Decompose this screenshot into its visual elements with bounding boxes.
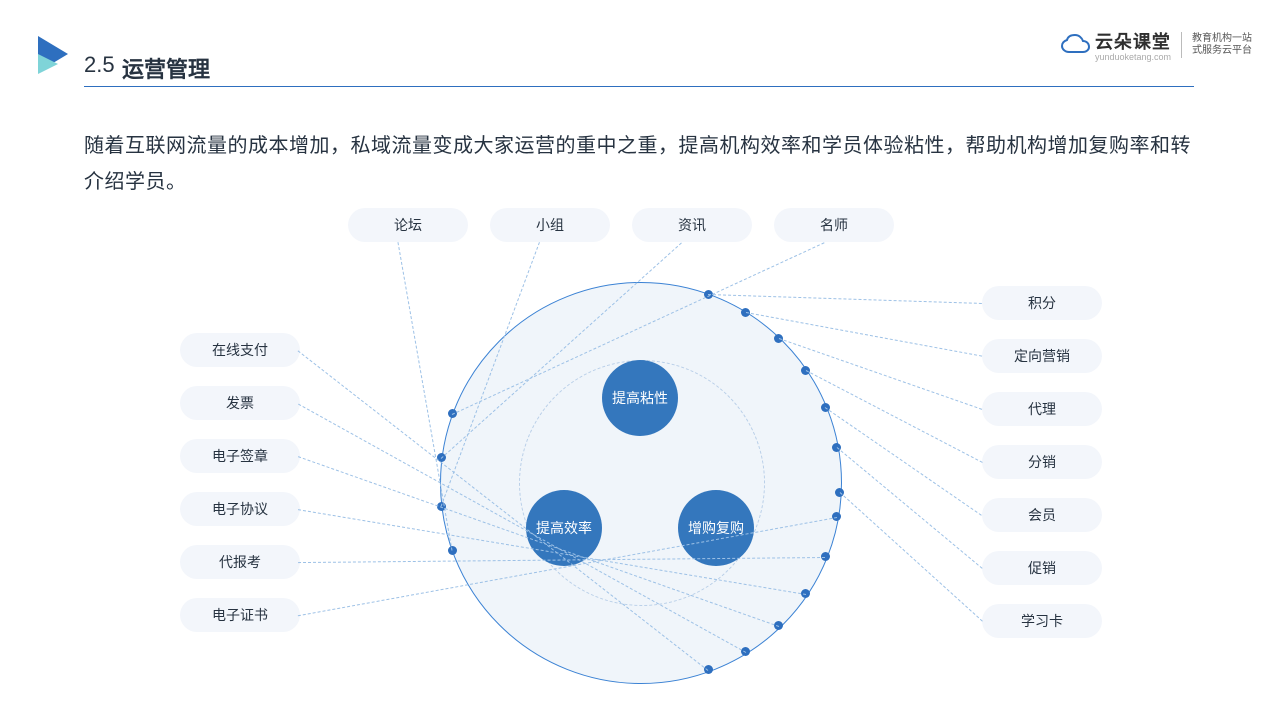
pill-促销: 促销 (982, 551, 1102, 585)
pill-小组: 小组 (490, 208, 610, 242)
pill-学习卡: 学习卡 (982, 604, 1102, 638)
pill-电子证书: 电子证书 (180, 598, 300, 632)
pill-分销: 分销 (982, 445, 1102, 479)
pill-会员: 会员 (982, 498, 1102, 532)
connector-line (708, 294, 982, 304)
pill-在线支付: 在线支付 (180, 333, 300, 367)
pill-电子签章: 电子签章 (180, 439, 300, 473)
connector-line (839, 493, 982, 622)
pill-发票: 发票 (180, 386, 300, 420)
pill-电子协议: 电子协议 (180, 492, 300, 526)
pill-资讯: 资讯 (632, 208, 752, 242)
hub-stickiness: 提高粘性 (602, 360, 678, 436)
pill-论坛: 论坛 (348, 208, 468, 242)
pill-代理: 代理 (982, 392, 1102, 426)
diagram-stage: 提高粘性提高效率增购复购论坛小组资讯名师积分定向营销代理分销会员促销学习卡在线支… (0, 0, 1280, 720)
pill-代报考: 代报考 (180, 545, 300, 579)
pill-定向营销: 定向营销 (982, 339, 1102, 373)
pill-积分: 积分 (982, 286, 1102, 320)
connector-line (397, 242, 452, 551)
pill-名师: 名师 (774, 208, 894, 242)
hub-repurchase: 增购复购 (678, 490, 754, 566)
